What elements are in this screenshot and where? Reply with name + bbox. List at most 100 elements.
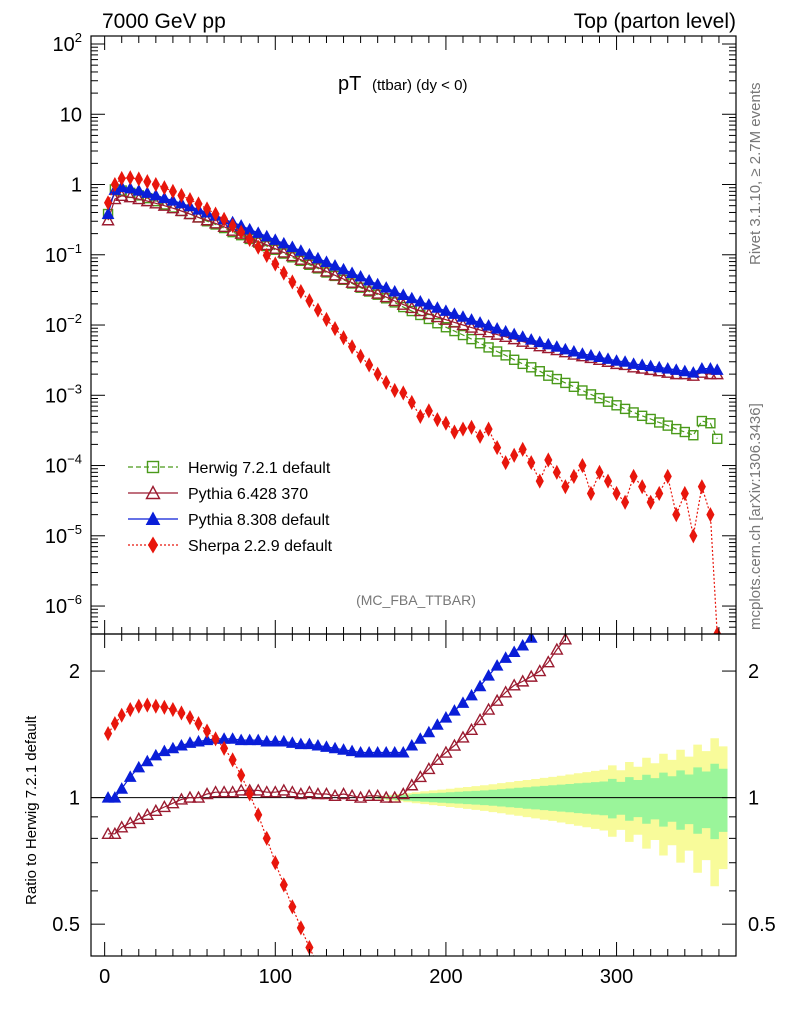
main-y-tick-label: 102	[53, 30, 82, 56]
ratio-point-pythia-8-308-default	[234, 733, 248, 746]
main-point-sherpa-2-2-9-default	[279, 265, 288, 281]
main-point-sherpa-2-2-9-default	[103, 195, 113, 211]
ratio-point-pythia-6-428-370	[533, 664, 547, 677]
main-y-tick-label-base: 10	[45, 245, 67, 267]
ratio-point-pythia-6-428-370	[413, 769, 428, 783]
main-point-pythia-8-308-default	[490, 322, 504, 334]
ratio-point-pythia-8-308-default	[200, 733, 214, 746]
main-point-sherpa-2-2-9-default	[433, 412, 442, 428]
main-point-pythia-8-308-default	[644, 359, 658, 372]
main-point-sherpa-2-2-9-default	[629, 468, 638, 484]
main-point-pythia-6-428-370	[336, 272, 351, 285]
ratio-point-pythia-8-308-default	[456, 696, 470, 708]
main-point-sherpa-2-2-9-default	[296, 283, 305, 300]
ratio-point-sherpa-2-2-9-default	[177, 705, 186, 721]
ratio-point-pythia-8-308-default	[294, 737, 308, 750]
ratio-point-pythia-6-428-370	[208, 785, 223, 798]
main-point-sherpa-2-2-9-default	[595, 464, 604, 480]
main-point-sherpa-2-2-9-default	[382, 374, 391, 391]
main-point-sherpa-2-2-9-default	[271, 256, 280, 272]
ratio-point-pythia-8-308-default	[482, 669, 495, 681]
ratio-y-tick-label-right: 1	[748, 788, 759, 810]
main-point-pythia-6-428-370	[115, 188, 129, 202]
main-point-sherpa-2-2-9-default	[578, 457, 587, 474]
analysis-watermark: (MC_FBA_TTBAR)	[356, 592, 476, 608]
legend-label-sherpa-2-2-9-default: Sherpa 2.2.9 default	[188, 538, 333, 555]
main-point-sherpa-2-2-9-default	[110, 176, 119, 193]
main-point-herwig-7-2-1-default	[688, 430, 699, 441]
main-point-pythia-6-428-370	[379, 290, 393, 303]
main-point-sherpa-2-2-9-default	[424, 403, 433, 419]
plot-title-sub: (ttbar) (dy < 0)	[372, 77, 467, 94]
ratio-point-pythia-6-428-370	[464, 722, 479, 735]
main-point-pythia-6-428-370	[413, 304, 428, 317]
main-point-pythia-8-308-default	[294, 244, 308, 256]
main-point-pythia-6-428-370	[328, 268, 342, 281]
ratio-point-sherpa-2-2-9-default	[185, 710, 195, 726]
ratio-point-pythia-8-308-default	[140, 754, 154, 767]
main-point-pythia-6-428-370	[353, 279, 368, 293]
main-point-sherpa-2-2-9-default	[672, 507, 681, 523]
ratio-point-pythia-8-308-default	[354, 746, 367, 758]
ratio-point-sherpa-2-2-9-default	[314, 958, 321, 971]
ratio-point-pythia-8-308-default	[149, 748, 163, 761]
main-y-tick-label-base: 10	[45, 456, 67, 478]
ratio-point-pythia-6-428-370	[498, 685, 513, 698]
ratio-point-pythia-6-428-370	[388, 790, 402, 803]
main-point-sherpa-2-2-9-default	[552, 464, 561, 480]
main-y-tick-label: 1	[71, 175, 82, 197]
main-point-herwig-7-2-1-default	[679, 426, 691, 438]
ratio-point-pythia-8-308-default	[268, 734, 282, 747]
legend-marker-pythia-6-428-370	[145, 485, 161, 500]
main-point-sherpa-2-2-9-default	[535, 473, 544, 489]
main-point-pythia-8-308-default	[601, 352, 615, 364]
ratio-point-pythia-8-308-default	[362, 746, 376, 758]
main-point-pythia-8-308-default	[507, 327, 521, 340]
ratio-point-sherpa-2-2-9-default	[245, 786, 254, 802]
ratio-point-pythia-8-308-default	[448, 704, 461, 716]
main-point-pythia-8-308-default	[328, 259, 342, 271]
legend-label-pythia-8-308-default: Pythia 8.308 default	[188, 512, 330, 529]
main-point-pythia-8-308-default	[362, 273, 376, 286]
main-point-pythia-6-428-370	[362, 283, 376, 296]
main-point-pythia-8-308-default	[465, 313, 478, 325]
ratio-point-pythia-6-428-370	[191, 790, 206, 803]
ratio-point-pythia-8-308-default	[379, 746, 393, 758]
ratio-point-pythia-6-428-370	[379, 790, 393, 803]
ratio-point-sherpa-2-2-9-default	[237, 767, 246, 783]
main-point-pythia-8-308-default	[541, 337, 555, 350]
main-point-pythia-8-308-default	[524, 333, 538, 345]
ratio-point-sherpa-2-2-9-default	[117, 707, 126, 723]
main-point-sherpa-2-2-9-default	[202, 201, 212, 217]
main-point-pythia-8-308-default	[422, 298, 436, 310]
ratio-point-pythia-6-428-370	[405, 778, 419, 791]
main-point-pythia-8-308-default	[123, 181, 137, 194]
ratio-point-sherpa-2-2-9-default	[151, 698, 160, 714]
ratio-point-pythia-6-428-370	[422, 761, 436, 775]
main-point-pythia-8-308-default	[533, 335, 547, 348]
main-point-sherpa-2-2-9-default	[544, 452, 553, 468]
ratio-point-pythia-8-308-default	[320, 740, 333, 752]
ratio-point-pythia-6-428-370	[166, 796, 180, 809]
ratio-point-sherpa-2-2-9-default	[211, 731, 220, 747]
ratio-point-pythia-8-308-default	[507, 645, 521, 657]
ratio-series-line-pythia-8-308-default	[108, 637, 532, 799]
main-point-herwig-7-2-1-default	[619, 403, 631, 415]
ratio-point-pythia-6-428-370	[430, 752, 445, 766]
ratio-point-pythia-6-428-370	[101, 826, 115, 840]
main-point-pythia-6-428-370	[422, 307, 436, 320]
ratio-point-pythia-8-308-default	[345, 744, 359, 757]
main-point-pythia-6-428-370	[208, 216, 223, 229]
ratio-point-pythia-8-308-default	[439, 711, 453, 723]
main-y-tick-label: 10−3	[45, 381, 82, 407]
main-point-sherpa-2-2-9-default	[441, 415, 450, 431]
ratio-point-pythia-8-308-default	[183, 736, 197, 748]
ratio-point-pythia-6-428-370	[362, 788, 376, 801]
main-point-herwig-7-2-1-default	[705, 418, 716, 429]
main-point-herwig-7-2-1-default	[526, 362, 537, 373]
main-point-pythia-6-428-370	[370, 286, 385, 299]
ratio-point-sherpa-2-2-9-default	[143, 697, 152, 713]
main-y-tick-label-exp: −5	[67, 522, 82, 537]
main-point-sherpa-2-2-9-default	[373, 366, 382, 382]
